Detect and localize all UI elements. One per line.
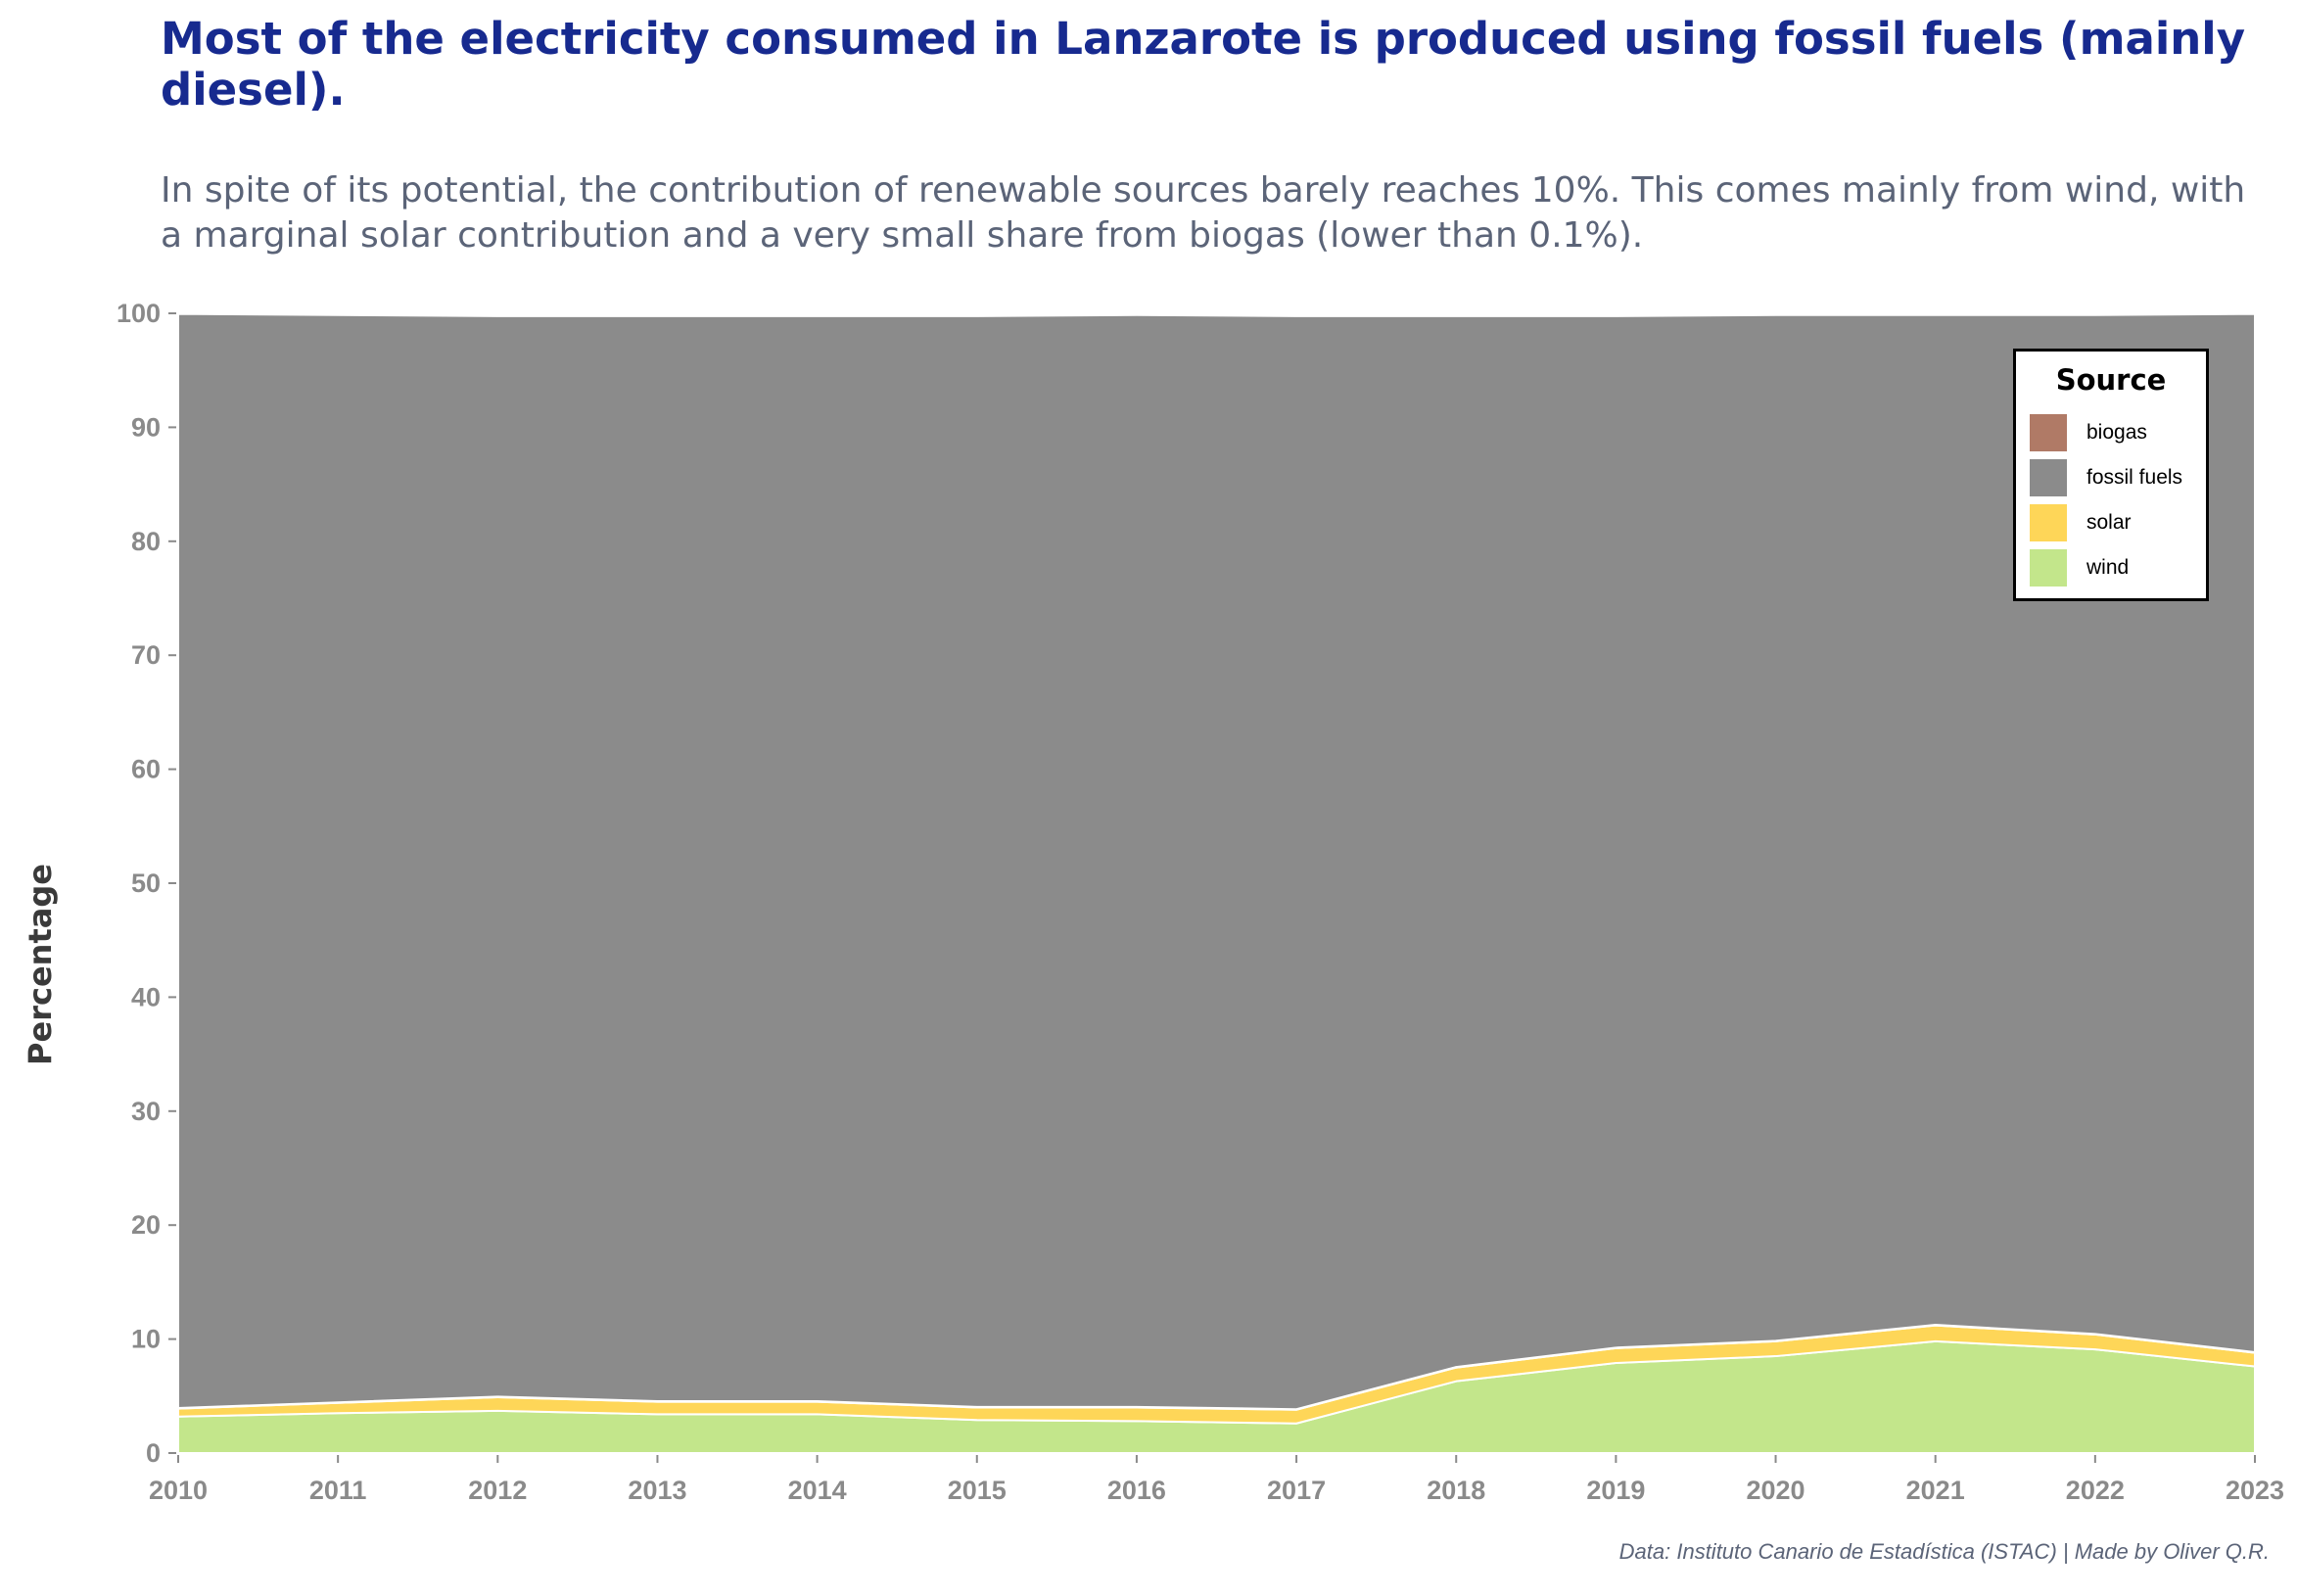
legend-swatch-wind <box>2030 549 2067 587</box>
legend-label-fossil-fuels: fossil fuels <box>2086 466 2183 489</box>
y-axis: 0 10 20 30 40 50 60 70 80 90 100 <box>117 299 176 1468</box>
legend-swatch-biogas <box>2030 414 2067 451</box>
x-tick-label: 2020 <box>1746 1476 1805 1505</box>
y-tick-label: 100 <box>117 299 161 328</box>
legend-item-solar: solar <box>2030 502 2132 543</box>
x-tick-label: 2015 <box>948 1476 1007 1505</box>
legend: Source biogas fossil fuels solar wind <box>2013 349 2209 601</box>
y-tick-label: 60 <box>131 755 161 784</box>
x-tick-label: 2023 <box>2226 1476 2284 1505</box>
y-tick-label: 40 <box>131 982 161 1011</box>
x-tick-label: 2017 <box>1267 1476 1326 1505</box>
source-caption: Data: Instituto Canario de Estadística (… <box>1618 1539 2270 1564</box>
legend-swatch-fossil-fuels <box>2030 459 2067 496</box>
legend-label-biogas: biogas <box>2086 421 2147 444</box>
y-tick-label: 30 <box>131 1097 161 1126</box>
y-axis-title: Percentage <box>22 864 59 1065</box>
x-tick-label: 2010 <box>149 1476 208 1505</box>
x-tick-label: 2021 <box>1906 1476 1965 1505</box>
y-tick-label: 70 <box>131 640 161 670</box>
x-tick-label: 2016 <box>1107 1476 1166 1505</box>
x-tick-label: 2018 <box>1427 1476 1485 1505</box>
x-axis: 2010 2011 2012 2013 2014 2015 2016 2017 2018 2019… <box>149 1455 2284 1505</box>
chart-title: Most of the electricity consumed in Lanz… <box>161 13 2246 116</box>
y-tick-label: 20 <box>131 1210 161 1240</box>
areas-layer <box>177 312 2256 1454</box>
y-tick-label: 10 <box>131 1325 161 1354</box>
x-tick-label: 2019 <box>1586 1476 1645 1505</box>
legend-label-solar: solar <box>2086 511 2132 534</box>
x-tick-label: 2022 <box>2066 1476 2125 1505</box>
legend-label-wind: wind <box>2086 556 2130 579</box>
y-tick-label: 0 <box>146 1438 161 1468</box>
y-tick-label: 80 <box>131 527 161 556</box>
legend-item-wind: wind <box>2030 547 2129 588</box>
legend-item-fossil-fuels: fossil fuels <box>2030 457 2182 498</box>
x-tick-label: 2014 <box>788 1476 847 1505</box>
legend-swatch-solar <box>2030 504 2067 541</box>
legend-title: Source <box>2055 363 2167 397</box>
x-tick-label: 2013 <box>628 1476 686 1505</box>
y-tick-label: 90 <box>131 412 161 442</box>
area-fossil-fuels <box>177 312 2256 1411</box>
chart-subtitle: In spite of its potential, the contribut… <box>161 170 2246 256</box>
x-tick-label: 2011 <box>309 1476 367 1505</box>
y-tick-label: 50 <box>131 868 161 898</box>
legend-item-biogas: biogas <box>2030 412 2147 453</box>
x-tick-label: 2012 <box>468 1476 527 1505</box>
